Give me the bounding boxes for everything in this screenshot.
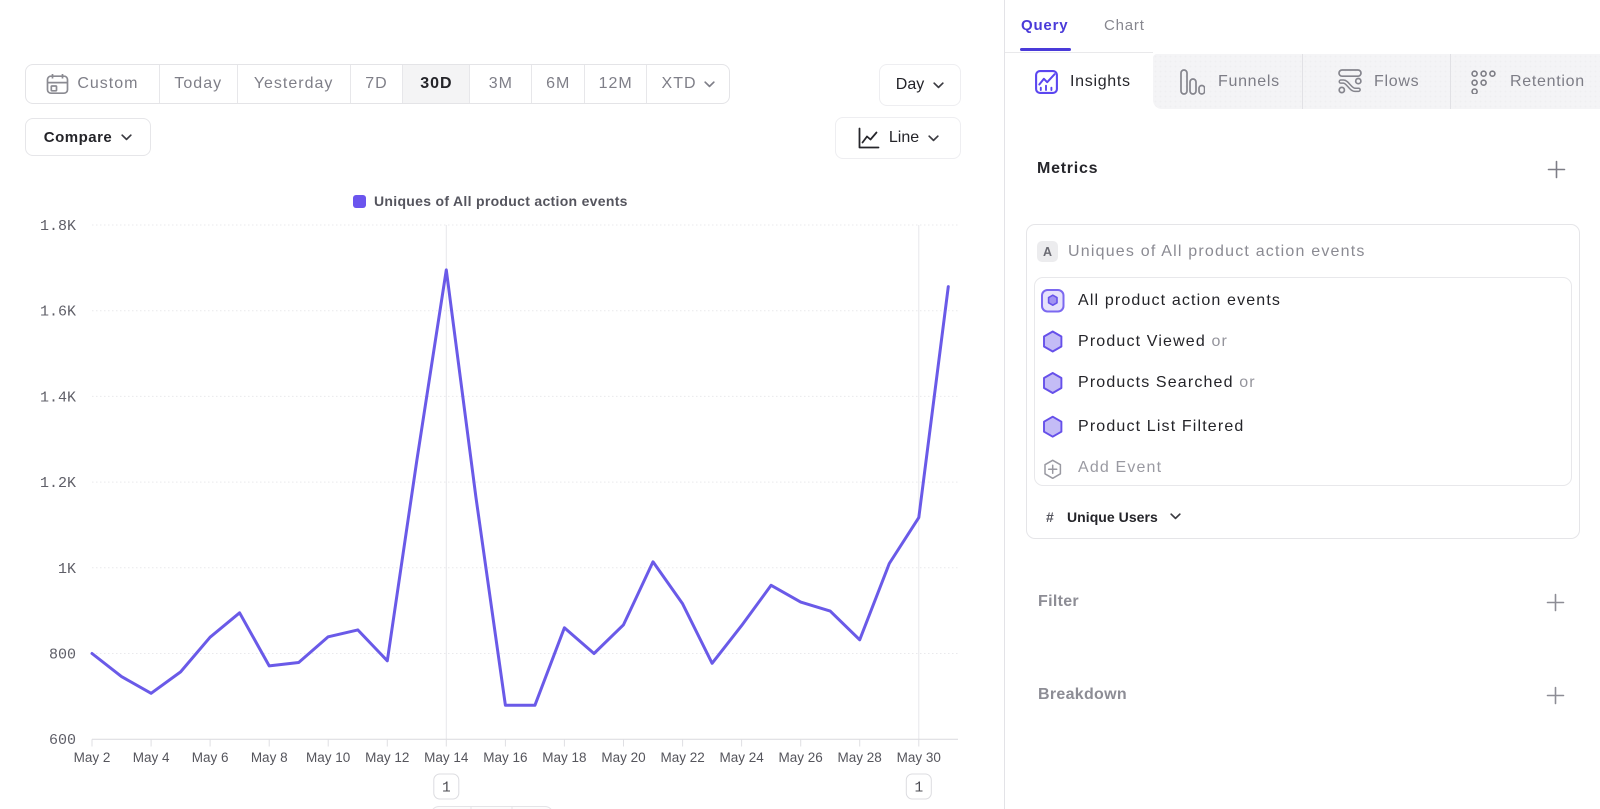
svg-text:1.6K: 1.6K — [40, 304, 76, 321]
svg-text:May 22: May 22 — [660, 750, 704, 765]
svg-text:May 24: May 24 — [719, 750, 764, 765]
svg-text:May 20: May 20 — [601, 750, 645, 765]
svg-text:May 2: May 2 — [74, 750, 111, 765]
svg-text:May 16: May 16 — [483, 750, 527, 765]
svg-text:1.8K: 1.8K — [40, 218, 76, 235]
svg-text:May 4: May 4 — [133, 750, 170, 765]
svg-text:May 18: May 18 — [542, 750, 586, 765]
svg-text:1.4K: 1.4K — [40, 389, 76, 406]
svg-text:May 8: May 8 — [251, 750, 288, 765]
svg-text:May 14: May 14 — [424, 750, 469, 765]
svg-text:May 6: May 6 — [192, 750, 229, 765]
svg-text:1K: 1K — [58, 561, 76, 578]
svg-text:May 12: May 12 — [365, 750, 409, 765]
svg-text:May 10: May 10 — [306, 750, 350, 765]
svg-text:800: 800 — [49, 647, 76, 664]
svg-text:May 30: May 30 — [897, 750, 941, 765]
svg-text:May 28: May 28 — [838, 750, 882, 765]
svg-text:1: 1 — [442, 781, 451, 797]
svg-text:600: 600 — [49, 732, 76, 749]
svg-text:1: 1 — [914, 781, 923, 797]
svg-text:May 26: May 26 — [779, 750, 823, 765]
svg-text:1.2K: 1.2K — [40, 475, 76, 492]
